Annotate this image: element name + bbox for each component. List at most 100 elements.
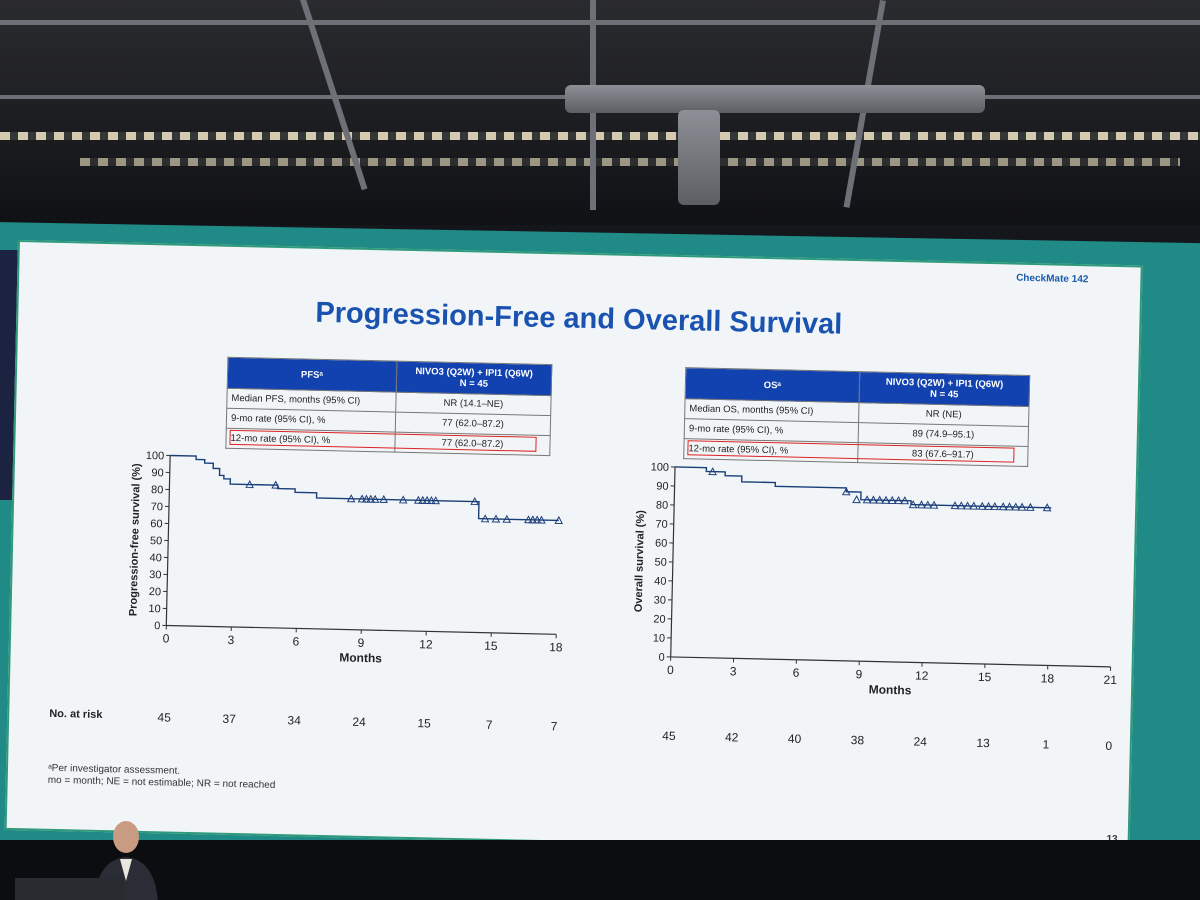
censor-marker bbox=[502, 514, 512, 523]
censor-marker bbox=[379, 494, 388, 504]
ceiling-duct bbox=[565, 85, 985, 113]
y-tick-label: 90 bbox=[151, 467, 164, 479]
censor-marker bbox=[894, 495, 903, 505]
censor-marker bbox=[361, 494, 371, 503]
x-axis bbox=[670, 656, 1111, 668]
censor-marker bbox=[862, 495, 872, 504]
censor-marker bbox=[524, 515, 533, 524]
censor-marker bbox=[532, 515, 542, 524]
at-risk-value: 24 bbox=[352, 714, 366, 730]
censor-marker bbox=[950, 501, 960, 510]
censor-marker bbox=[537, 515, 546, 524]
slide-title: Progression-Free and Overall Survival bbox=[315, 296, 843, 341]
censor-marker bbox=[271, 480, 280, 489]
y-tick-label: 0 bbox=[658, 652, 664, 664]
at-risk-value: 1 bbox=[1042, 737, 1050, 752]
y-tick-label: 30 bbox=[654, 595, 667, 607]
y-tick-label: 70 bbox=[151, 501, 164, 513]
x-tick-label: 6 bbox=[292, 634, 299, 648]
at-risk-value: 45 bbox=[157, 710, 172, 725]
at-risk-value: 42 bbox=[724, 730, 739, 745]
x-tick-label: 12 bbox=[419, 637, 433, 651]
censor-marker bbox=[370, 494, 380, 503]
censor-marker bbox=[418, 495, 427, 504]
stage bbox=[0, 840, 1200, 900]
at-risk-value: 40 bbox=[787, 731, 802, 746]
arm-n: N = 45 bbox=[459, 378, 489, 390]
y-tick-label: 100 bbox=[146, 450, 165, 462]
y-tick-label: 60 bbox=[150, 518, 163, 530]
censor-marker bbox=[1017, 502, 1027, 511]
y-tick-label: 100 bbox=[651, 461, 670, 473]
x-tick-label: 3 bbox=[227, 633, 234, 647]
censor-marker bbox=[990, 501, 1000, 511]
censor-marker bbox=[708, 467, 717, 476]
at-risk-value: 7 bbox=[550, 719, 558, 734]
y-axis-title: Progression-free survival (%) bbox=[127, 463, 142, 616]
censor-marker bbox=[868, 495, 878, 504]
censor-marker bbox=[998, 502, 1008, 511]
slide: CheckMate 142 Progression-Free and Overa… bbox=[4, 240, 1143, 856]
y-tick-label: 50 bbox=[654, 557, 667, 569]
censor-marker bbox=[491, 514, 501, 523]
table-header-cell: NIVO3 (Q2W) + IPI1 (Q6W) N = 45 bbox=[859, 371, 1030, 407]
x-tick-label: 9 bbox=[357, 636, 364, 650]
censor-marker bbox=[346, 494, 356, 503]
x-tick-label: 0 bbox=[667, 663, 674, 677]
censor-marker bbox=[1042, 503, 1052, 512]
x-tick-label: 9 bbox=[855, 667, 862, 681]
censor-marker bbox=[366, 494, 375, 503]
censor-marker bbox=[398, 495, 408, 504]
at-risk-value: 38 bbox=[850, 733, 865, 748]
y-tick-label: 70 bbox=[655, 519, 668, 531]
ceiling-light-row bbox=[80, 158, 1180, 166]
y-tick-label: 50 bbox=[150, 535, 163, 547]
at-risk-value: 15 bbox=[417, 716, 431, 731]
censor-marker bbox=[984, 501, 993, 510]
os-km-chart: 0 10 20 30 40 50 60 70 80 90 100 0 3 6 9 12 15 18 21 Months… bbox=[633, 461, 1118, 697]
at-risk-value: 24 bbox=[913, 734, 928, 749]
x-tick-label: 18 bbox=[1041, 671, 1055, 685]
ceiling bbox=[0, 0, 1200, 225]
at-risk-label: No. at risk bbox=[49, 707, 103, 722]
y-tick-label: 30 bbox=[149, 569, 162, 581]
x-tick-label: 21 bbox=[1103, 673, 1117, 687]
x-tick-label: 0 bbox=[162, 631, 169, 645]
y-tick-label: 80 bbox=[151, 484, 164, 496]
study-brand: CheckMate 142 bbox=[1016, 272, 1089, 286]
censor-marker bbox=[875, 495, 884, 504]
at-risk-value: 34 bbox=[287, 713, 302, 728]
x-tick-label: 6 bbox=[793, 666, 800, 680]
pfs-km-chart: 0 10 20 30 40 50 60 70 80 90 100 0 3 6 9 12 15 18 Months Pr… bbox=[127, 450, 563, 665]
y-tick-label: 40 bbox=[149, 552, 162, 564]
censor-marker bbox=[956, 501, 966, 510]
x-tick-label: 15 bbox=[484, 639, 498, 653]
censor-marker bbox=[841, 487, 851, 496]
censor-marker bbox=[963, 501, 972, 510]
censor-marker bbox=[881, 495, 891, 504]
censor-marker bbox=[426, 495, 436, 505]
y-tick-label: 20 bbox=[653, 614, 666, 626]
at-risk-value: 13 bbox=[976, 735, 990, 751]
at-risk-value: 0 bbox=[1105, 738, 1113, 753]
at-risk-value: 7 bbox=[485, 717, 493, 732]
y-tick-label: 20 bbox=[149, 586, 162, 598]
censor-marker bbox=[852, 495, 861, 504]
x-tick-label: 3 bbox=[730, 664, 737, 678]
table-header-cell: PFSᵃ bbox=[227, 357, 397, 393]
censor-marker bbox=[887, 495, 897, 504]
censor-marker bbox=[923, 500, 933, 509]
podium bbox=[15, 878, 125, 900]
survival-curve bbox=[675, 466, 1052, 509]
censor-marker bbox=[900, 496, 910, 505]
censor-marker bbox=[929, 500, 939, 509]
y-axis-title: Overall survival (%) bbox=[633, 510, 647, 613]
at-risk-value: 37 bbox=[222, 711, 237, 727]
censor-marker bbox=[528, 515, 538, 524]
censor-marker bbox=[470, 496, 479, 506]
x-tick-label: 18 bbox=[549, 640, 563, 654]
table-header-cell: OSᵃ bbox=[685, 367, 860, 403]
y-tick-label: 60 bbox=[655, 538, 668, 550]
footnote: ᵃPer investigator assessment. mo = month… bbox=[48, 763, 276, 792]
